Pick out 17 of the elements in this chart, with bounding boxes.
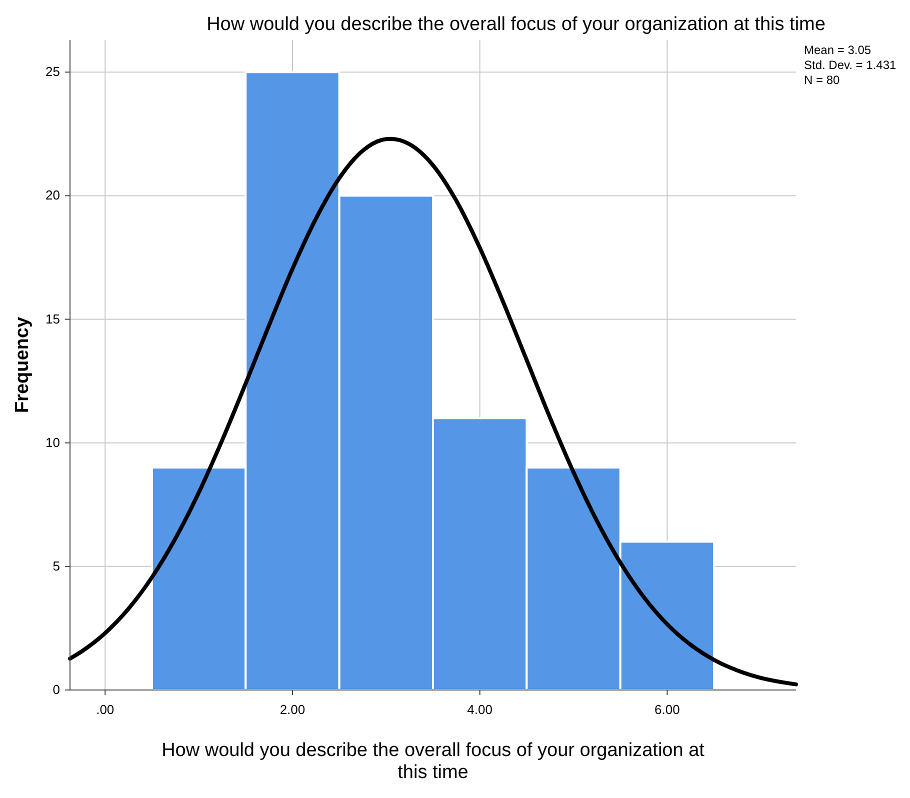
chart-title: How would you describe the overall focus of your organization at this time xyxy=(206,14,826,35)
y-tick-label: 25 xyxy=(46,64,60,80)
text: Mean = 3.05 xyxy=(804,43,872,57)
line-series xyxy=(68,136,798,686)
x-tick-label: 4.00 xyxy=(467,702,492,717)
text: N = 80 xyxy=(804,73,840,87)
y-tick-label: 0 xyxy=(52,682,60,697)
x-tick-label: .00 xyxy=(96,702,114,717)
x-tick-label: 2.00 xyxy=(280,702,306,717)
x-axis-title: How would you describe the overall focus of your organization at this time xyxy=(162,740,706,783)
y-tick-label: 15 xyxy=(46,311,60,326)
y-tick-label: 10 xyxy=(46,434,60,450)
text: Std. Dev. = 1.431 xyxy=(804,58,896,72)
y-tick-label: 5 xyxy=(52,558,60,574)
y-axis-title: Frequency xyxy=(12,316,33,414)
y-tick-label: 20 xyxy=(46,188,60,203)
x-tick-label: 6.00 xyxy=(654,702,680,717)
